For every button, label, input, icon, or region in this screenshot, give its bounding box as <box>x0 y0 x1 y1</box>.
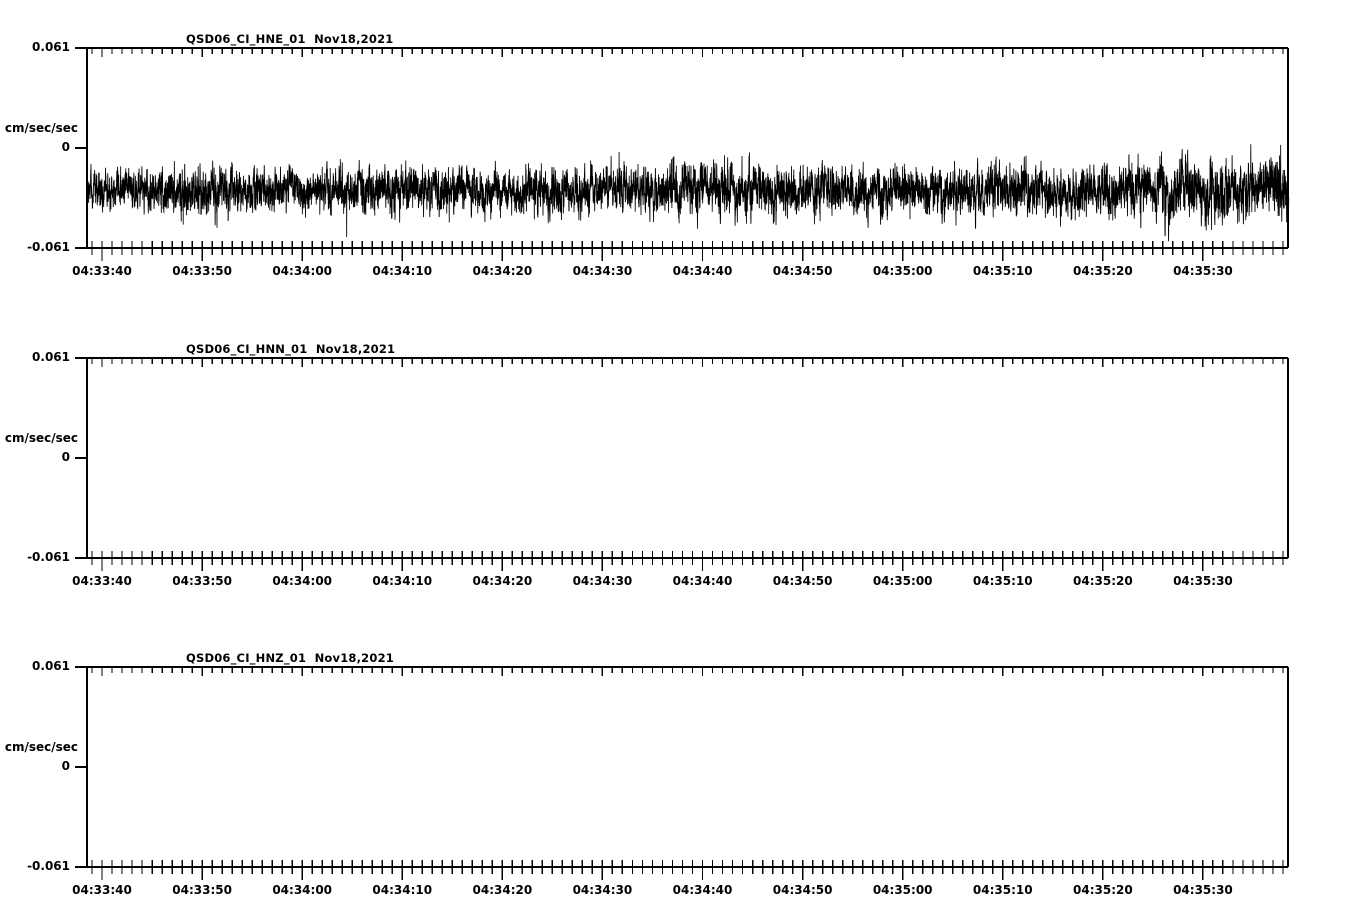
x-axis-tick-label: 04:35:30 <box>1173 883 1233 897</box>
y-axis-min-label-hnz: -0.061 <box>27 859 70 873</box>
x-axis-tick-label: 04:35:20 <box>1072 883 1133 897</box>
x-axis-tick-label: 04:34:40 <box>672 574 733 588</box>
x-axis-ticks-hnn <box>91 358 1284 571</box>
x-axis-tick-label: 04:35:30 <box>1173 574 1233 588</box>
x-axis-tick-label: 04:35:20 <box>1072 264 1133 278</box>
axis-frame-hne <box>75 47 1289 249</box>
panel-title-hne: QSD06_CI_HNE_01 Nov18,2021 <box>186 32 394 46</box>
x-axis-tick-label: 04:34:30 <box>572 264 633 278</box>
y-axis-zero-label-hnn: 0 <box>61 450 70 464</box>
x-axis-tick-label: 04:34:10 <box>372 883 433 897</box>
x-axis-tick-label: 04:35:00 <box>872 574 933 588</box>
y-axis-max-label-hnz: 0.061 <box>32 659 70 673</box>
x-axis-tick-label: 04:33:40 <box>72 883 132 897</box>
x-axis-tick-label: 04:34:50 <box>772 574 833 588</box>
y-axis-unit-label-hnn: cm/sec/sec <box>4 431 78 445</box>
plot-area-hnn <box>75 357 1289 571</box>
y-axis-zero-label-hne: 0 <box>61 140 70 154</box>
x-axis-tick-label: 04:34:50 <box>772 264 833 278</box>
x-axis-ticks-hnz <box>91 667 1284 880</box>
y-axis-max-label-hnn: 0.061 <box>32 350 70 364</box>
plot-area-hne <box>75 47 1290 261</box>
x-axis-tick-label: 04:33:50 <box>172 264 232 278</box>
y-axis-unit-label-hnz: cm/sec/sec <box>4 740 78 754</box>
x-axis-tick-label: 04:34:00 <box>272 264 333 278</box>
y-axis-max-label-hne: 0.061 <box>32 40 70 54</box>
x-axis-tick-label: 04:35:10 <box>972 264 1033 278</box>
x-axis-tick-label: 04:34:20 <box>472 883 533 897</box>
x-axis-tick-label: 04:33:50 <box>172 574 232 588</box>
x-axis-tick-label: 04:34:20 <box>472 574 533 588</box>
axis-frame-hnz <box>75 666 1289 868</box>
y-axis-min-label-hnn: -0.061 <box>27 550 70 564</box>
x-axis-tick-label: 04:34:50 <box>772 883 833 897</box>
x-axis-ticks-hne <box>91 48 1284 261</box>
waveform-path-hne <box>86 144 1290 242</box>
x-axis-tick-label: 04:34:10 <box>372 574 433 588</box>
x-axis-tick-label: 04:34:20 <box>472 264 533 278</box>
panel-title-hnz: QSD06_CI_HNZ_01 Nov18,2021 <box>186 651 394 665</box>
x-axis-tick-label: 04:34:40 <box>672 883 733 897</box>
y-axis-zero-label-hnz: 0 <box>61 759 70 773</box>
x-axis-tick-label: 04:34:00 <box>272 883 333 897</box>
axis-frame-hnn <box>75 357 1289 559</box>
x-axis-tick-label: 04:34:30 <box>572 574 633 588</box>
x-axis-tick-label: 04:33:40 <box>72 574 132 588</box>
x-axis-tick-label: 04:34:00 <box>272 574 333 588</box>
x-axis-tick-label: 04:35:20 <box>1072 574 1133 588</box>
y-axis-min-label-hne: -0.061 <box>27 240 70 254</box>
x-axis-tick-label: 04:35:10 <box>972 574 1033 588</box>
x-axis-tick-label: 04:33:40 <box>72 264 132 278</box>
x-axis-tick-label: 04:33:50 <box>172 883 232 897</box>
plot-area-hnz <box>75 666 1289 880</box>
x-axis-tick-label: 04:34:40 <box>672 264 733 278</box>
x-axis-tick-label: 04:35:30 <box>1173 264 1233 278</box>
x-axis-tick-label: 04:35:00 <box>872 883 933 897</box>
panel-title-hnn: QSD06_CI_HNN_01 Nov18,2021 <box>186 342 396 356</box>
x-axis-tick-label: 04:34:30 <box>572 883 633 897</box>
x-axis-tick-label: 04:35:10 <box>972 883 1033 897</box>
x-axis-tick-label: 04:34:10 <box>372 264 433 278</box>
y-axis-unit-label-hne: cm/sec/sec <box>4 121 78 135</box>
waveform-trace-hne <box>86 144 1290 242</box>
x-axis-tick-label: 04:35:00 <box>872 264 933 278</box>
